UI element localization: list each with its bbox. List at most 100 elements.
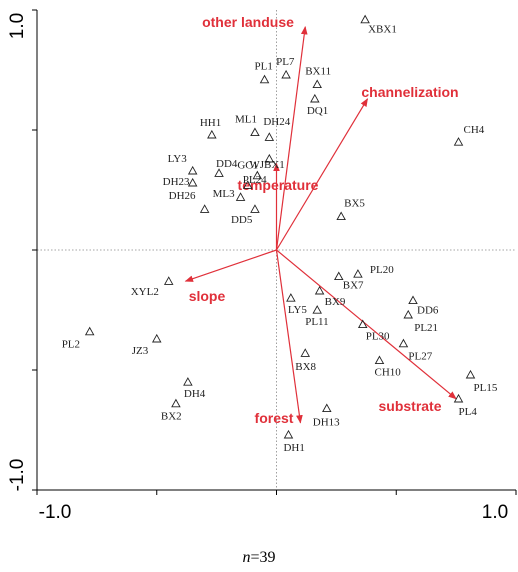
site-label: PL27 <box>408 351 432 363</box>
site-label: DH13 <box>313 416 340 428</box>
site-marker <box>183 377 193 386</box>
vector-arrow <box>275 249 303 424</box>
site-label: CH4 <box>464 124 485 136</box>
site-label: DH26 <box>169 190 196 202</box>
site-label: PL4 <box>459 406 478 418</box>
site-label: XBX1 <box>368 24 397 36</box>
vector-label: substrate <box>378 398 441 414</box>
vector-arrow <box>275 98 369 251</box>
site-label: PL24 <box>243 174 267 186</box>
site-marker <box>171 398 181 408</box>
vector-label: channelization <box>361 84 458 100</box>
site-label: ML1 <box>235 113 257 125</box>
vector-arrow <box>184 249 277 282</box>
site-marker <box>314 285 325 295</box>
site-label: PL15 <box>473 382 497 394</box>
vector-arrow <box>276 249 457 400</box>
n-symbol: n <box>242 549 251 566</box>
site-label: BX11 <box>305 65 331 77</box>
site-marker <box>283 429 294 439</box>
environmental-vectors: other landuse channelization temperature sl… <box>184 14 459 426</box>
site-marker <box>357 319 368 329</box>
site-label: JZ3 <box>132 345 149 357</box>
site-marker <box>163 276 174 285</box>
site-marker <box>187 165 198 175</box>
site-marker <box>250 127 260 137</box>
site-label: CH10 <box>374 366 401 378</box>
site-marker <box>465 369 476 379</box>
site-label: DQ1 <box>307 105 328 117</box>
site-label: ML3 <box>213 188 236 200</box>
vector-arrow <box>275 25 308 251</box>
site-label: BX8 <box>295 361 316 373</box>
site-marker <box>398 338 409 348</box>
site-label: DH24 <box>263 116 290 128</box>
x-tick-label-min: -1.0 <box>39 502 72 523</box>
site-label: DD5 <box>231 214 253 226</box>
site-label: WJBX1 <box>249 159 284 171</box>
site-marker <box>360 14 370 24</box>
site-label: PL11 <box>305 316 328 328</box>
site-label: DH4 <box>184 388 206 400</box>
site-marker <box>252 170 263 180</box>
site-marker <box>403 309 413 319</box>
site-label: PL21 <box>414 322 438 334</box>
vector-label: temperature <box>238 177 319 193</box>
site-marker <box>353 269 363 278</box>
site-label: LY3 <box>168 153 188 165</box>
site-marker <box>334 271 344 281</box>
site-marker <box>322 403 332 413</box>
site-marker <box>453 393 464 403</box>
site-label: DH23 <box>163 176 190 188</box>
site-marker <box>242 180 253 189</box>
site-label: PL2 <box>62 339 80 351</box>
site-marker <box>264 153 275 163</box>
site-marker <box>300 348 311 357</box>
site-marker <box>151 333 162 343</box>
site-label: DH1 <box>283 442 304 454</box>
site-marker <box>310 93 320 103</box>
site-marker <box>408 295 418 305</box>
site-label: DD4 <box>216 158 238 170</box>
site-label: BX9 <box>325 296 346 308</box>
site-marker <box>453 137 464 146</box>
site-marker <box>235 192 246 201</box>
vector-label: forest <box>255 410 294 426</box>
site-marker <box>250 204 260 213</box>
vector-label: other landuse <box>202 14 294 30</box>
vector-label: slope <box>189 288 226 304</box>
site-marker <box>84 326 95 336</box>
site-label: BX5 <box>344 197 365 209</box>
site-marker <box>286 293 296 302</box>
x-tick-label-max: 1.0 <box>482 502 508 523</box>
site-marker <box>214 168 224 177</box>
site-marker <box>312 79 322 89</box>
site-label: HH1 <box>200 117 221 129</box>
site-label: DD6 <box>417 304 439 316</box>
site-label: PL30 <box>366 330 390 342</box>
axis-ticks: -1.0 1.0 1.0 -1.0 <box>7 9 517 523</box>
site-marker <box>312 305 322 314</box>
y-tick-label-max: 1.0 <box>7 13 28 39</box>
site-marker <box>207 129 217 139</box>
site-marker <box>259 74 270 84</box>
site-label: PL20 <box>370 264 394 276</box>
site-marker <box>374 355 385 365</box>
site-marker <box>281 69 291 79</box>
n-value: =39 <box>250 549 276 566</box>
site-label: BX7 <box>343 279 364 291</box>
site-label: BX2 <box>161 411 182 423</box>
site-marker <box>187 177 198 187</box>
site-label: GC1 <box>237 160 258 172</box>
sample-size-caption: n=39 <box>0 549 518 567</box>
y-tick-label-min: -1.0 <box>7 459 28 492</box>
site-marker <box>336 211 346 221</box>
site-label: PL7 <box>276 56 295 68</box>
site-marker <box>264 132 275 141</box>
site-points: XBX1 PL1 PL7 BX11 DQ1 ML1 DH24 HH1 WJBX1 LY3 DD4 GC… <box>62 14 498 454</box>
site-label: LY5 <box>288 304 308 316</box>
site-label: PL1 <box>255 61 273 73</box>
site-label: XYL2 <box>131 286 159 298</box>
site-marker <box>199 204 210 213</box>
